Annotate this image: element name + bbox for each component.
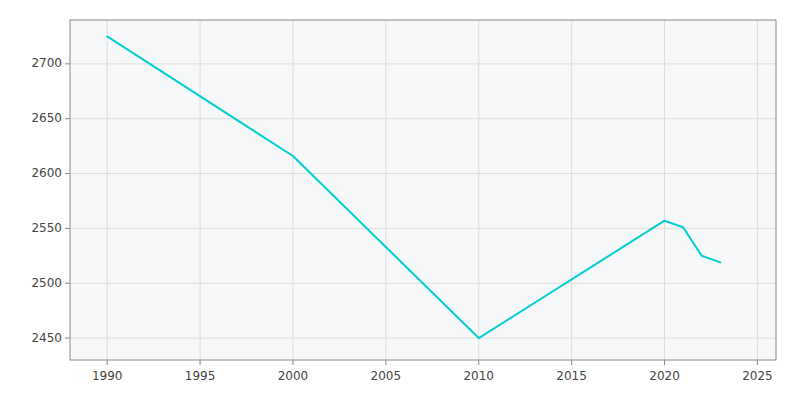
grid-line-y — [70, 173, 776, 174]
tick-label-x: 2015 — [556, 369, 587, 383]
tick-label-y: 2700 — [31, 56, 62, 70]
plot-area — [70, 20, 776, 360]
tick-x — [478, 360, 479, 365]
tick-label-y: 2600 — [31, 166, 62, 180]
tick-label-x: 2005 — [371, 369, 402, 383]
tick-label-x: 1990 — [92, 369, 123, 383]
tick-label-x: 2020 — [649, 369, 680, 383]
tick-y — [65, 283, 70, 284]
tick-y — [65, 338, 70, 339]
grid-line-x — [292, 20, 293, 360]
line — [107, 36, 720, 338]
tick-y — [65, 228, 70, 229]
series-group — [107, 36, 720, 338]
tick-x — [292, 360, 293, 365]
tick-x — [664, 360, 665, 365]
tick-label-x: 2000 — [278, 369, 309, 383]
grid-line-x — [664, 20, 665, 360]
grid-line-x — [757, 20, 758, 360]
grid-line-x — [478, 20, 479, 360]
tick-x — [757, 360, 758, 365]
tick-x — [200, 360, 201, 365]
tick-x — [385, 360, 386, 365]
chart-container: 2450 2500 2550 2600 2650 2700 1990 1995 2000 2005… — [0, 0, 800, 400]
plot-frame — [70, 20, 776, 360]
grid-line-x — [385, 20, 386, 360]
grid-line-y — [70, 228, 776, 229]
grid-line-y — [70, 63, 776, 64]
grid-line-y — [70, 118, 776, 119]
grid — [70, 20, 776, 360]
tick-label-x: 1995 — [185, 369, 216, 383]
tick-y — [65, 118, 70, 119]
tick-x — [107, 360, 108, 365]
axes: 2450 2500 2550 2600 2650 2700 1990 1995 2000 2005… — [31, 20, 776, 383]
tick-label-y: 2550 — [31, 221, 62, 235]
tick-label-y: 2650 — [31, 111, 62, 125]
tick-label-x: 2025 — [742, 369, 773, 383]
tick-label-y: 2450 — [31, 331, 62, 345]
grid-line-x — [107, 20, 108, 360]
tick-label-y: 2500 — [31, 276, 62, 290]
grid-line-y — [70, 338, 776, 339]
tick-y — [65, 63, 70, 64]
tick-x — [571, 360, 572, 365]
tick-label-x: 2010 — [463, 369, 494, 383]
grid-line-x — [200, 20, 201, 360]
grid-line-x — [571, 20, 572, 360]
chart: 2450 2500 2550 2600 2650 2700 1990 1995 2000 2005… — [0, 0, 800, 400]
tick-y — [65, 173, 70, 174]
